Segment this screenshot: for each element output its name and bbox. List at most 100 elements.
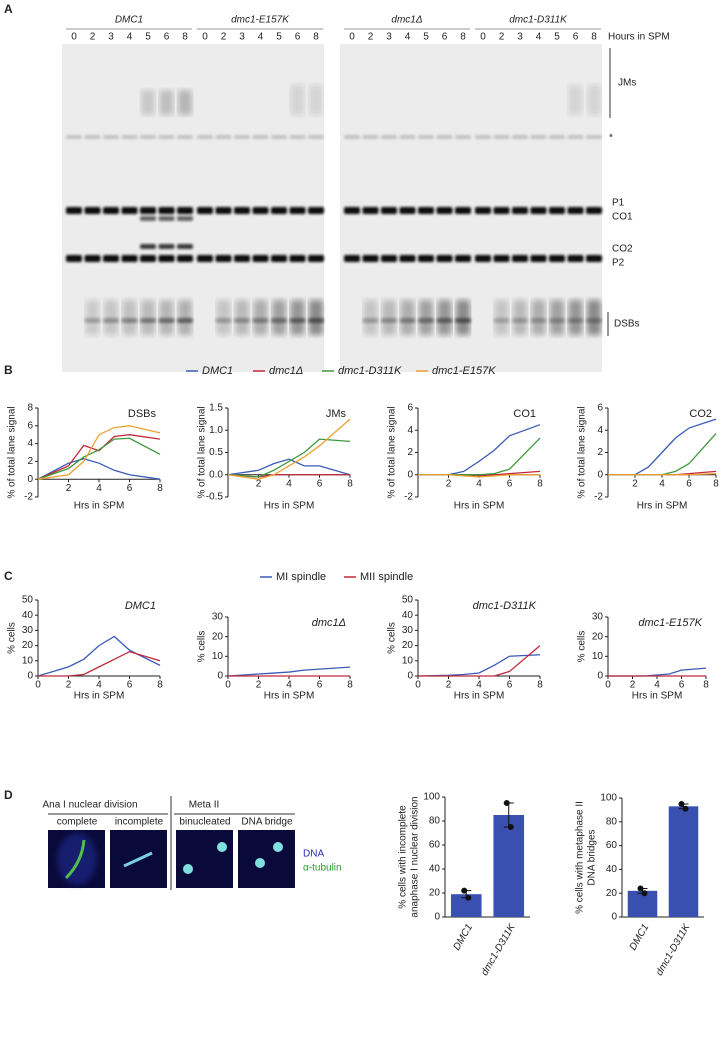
series-line bbox=[227, 418, 351, 480]
band bbox=[436, 318, 453, 323]
y-tick-label: 60 bbox=[606, 840, 618, 851]
band bbox=[399, 255, 416, 262]
x-tick-label: 2 bbox=[66, 483, 72, 494]
band bbox=[216, 300, 231, 335]
chart-title: dmc1-D311K bbox=[473, 600, 537, 612]
hour-label: 0 bbox=[349, 32, 355, 43]
band bbox=[418, 207, 434, 214]
band bbox=[493, 318, 510, 323]
hour-label: 5 bbox=[276, 32, 282, 43]
x-tick-label: 4 bbox=[286, 478, 292, 489]
data-point bbox=[678, 800, 685, 807]
band bbox=[494, 300, 509, 335]
band bbox=[418, 318, 434, 323]
series-line bbox=[37, 437, 161, 480]
x-tick-label: 4 bbox=[96, 680, 102, 691]
genotype-label: dmc1-D311K bbox=[509, 15, 568, 26]
hour-label: 6 bbox=[164, 32, 170, 43]
band-label: JMs bbox=[618, 78, 636, 89]
band bbox=[362, 318, 379, 323]
y-tick-label: 20 bbox=[606, 888, 618, 899]
y-tick-label: 20 bbox=[402, 640, 414, 651]
x-tick-label: 0 bbox=[225, 680, 231, 691]
band bbox=[399, 318, 416, 323]
data-point bbox=[507, 824, 514, 830]
band bbox=[493, 135, 510, 139]
band bbox=[66, 207, 82, 214]
x-tick-label: 6 bbox=[317, 680, 323, 691]
series-line bbox=[37, 635, 161, 677]
y-tick-label: -0.5 bbox=[206, 492, 224, 503]
band bbox=[549, 318, 565, 323]
x-tick-label: 4 bbox=[476, 680, 482, 691]
band bbox=[140, 255, 156, 262]
x-axis-label: Hrs in SPM bbox=[454, 691, 505, 702]
y-axis-label: DNA bridges bbox=[587, 829, 598, 885]
band bbox=[399, 135, 416, 139]
y-tick-label: 20 bbox=[212, 631, 224, 642]
y-axis-label: % of total lane signal bbox=[7, 406, 18, 498]
band bbox=[177, 318, 193, 323]
band bbox=[419, 300, 433, 335]
band bbox=[586, 135, 602, 139]
series-line bbox=[227, 438, 351, 478]
band bbox=[549, 135, 565, 139]
x-tick-label: 2 bbox=[256, 478, 262, 489]
bar bbox=[493, 815, 525, 917]
y-tick-label: 0 bbox=[407, 469, 413, 480]
x-tick-label: 0 bbox=[605, 680, 611, 691]
band bbox=[512, 135, 528, 139]
series-line bbox=[608, 433, 717, 476]
band bbox=[85, 300, 100, 335]
legend-label: dmc1-E157K bbox=[432, 365, 496, 377]
band bbox=[381, 318, 397, 323]
band bbox=[493, 255, 510, 262]
band bbox=[84, 318, 101, 323]
y-tick-label: 80 bbox=[606, 816, 618, 827]
series-line bbox=[418, 437, 541, 476]
band bbox=[234, 207, 250, 214]
band bbox=[513, 300, 527, 335]
y-tick-label: 6 bbox=[27, 420, 33, 431]
y-tick-label: 1.5 bbox=[209, 403, 223, 414]
y-tick-label: 100 bbox=[423, 792, 440, 803]
band bbox=[381, 255, 397, 262]
group-label: Ana I nuclear division bbox=[42, 800, 137, 811]
y-axis-label: % of total lane signal bbox=[387, 406, 398, 498]
band bbox=[289, 318, 306, 323]
hour-label: 6 bbox=[442, 32, 448, 43]
x-tick-label: 6 bbox=[127, 680, 133, 691]
genotype-label: dmc1Δ bbox=[391, 15, 422, 26]
band bbox=[567, 135, 584, 139]
nucleus bbox=[255, 858, 265, 868]
y-tick-label: 0 bbox=[597, 671, 603, 682]
panel-label: B bbox=[4, 363, 13, 377]
x-axis-label: Hrs in SPM bbox=[74, 501, 125, 512]
band bbox=[289, 135, 306, 139]
band bbox=[234, 255, 250, 262]
series-line bbox=[608, 418, 717, 476]
y-axis-label: % cells bbox=[197, 631, 208, 663]
y-tick-label: 50 bbox=[22, 595, 34, 606]
y-tick-label: 40 bbox=[429, 864, 441, 875]
chart-title: DSBs bbox=[128, 408, 157, 420]
band bbox=[289, 255, 306, 262]
y-axis-label: % cells bbox=[577, 631, 588, 663]
hour-label: 2 bbox=[90, 32, 96, 43]
band bbox=[309, 300, 323, 335]
band bbox=[197, 207, 213, 214]
band bbox=[158, 318, 175, 323]
y-tick-label: 30 bbox=[22, 625, 34, 636]
band bbox=[252, 135, 269, 139]
x-tick-label: 2 bbox=[446, 680, 452, 691]
band bbox=[271, 318, 287, 323]
hour-label: 0 bbox=[71, 32, 77, 43]
y-tick-label: 10 bbox=[592, 651, 604, 662]
y-tick-label: -2 bbox=[594, 492, 603, 503]
band bbox=[567, 255, 584, 262]
band bbox=[141, 300, 155, 335]
band bbox=[290, 85, 305, 115]
x-tick-label: dmc1-D311K bbox=[654, 921, 693, 978]
band bbox=[587, 300, 601, 335]
